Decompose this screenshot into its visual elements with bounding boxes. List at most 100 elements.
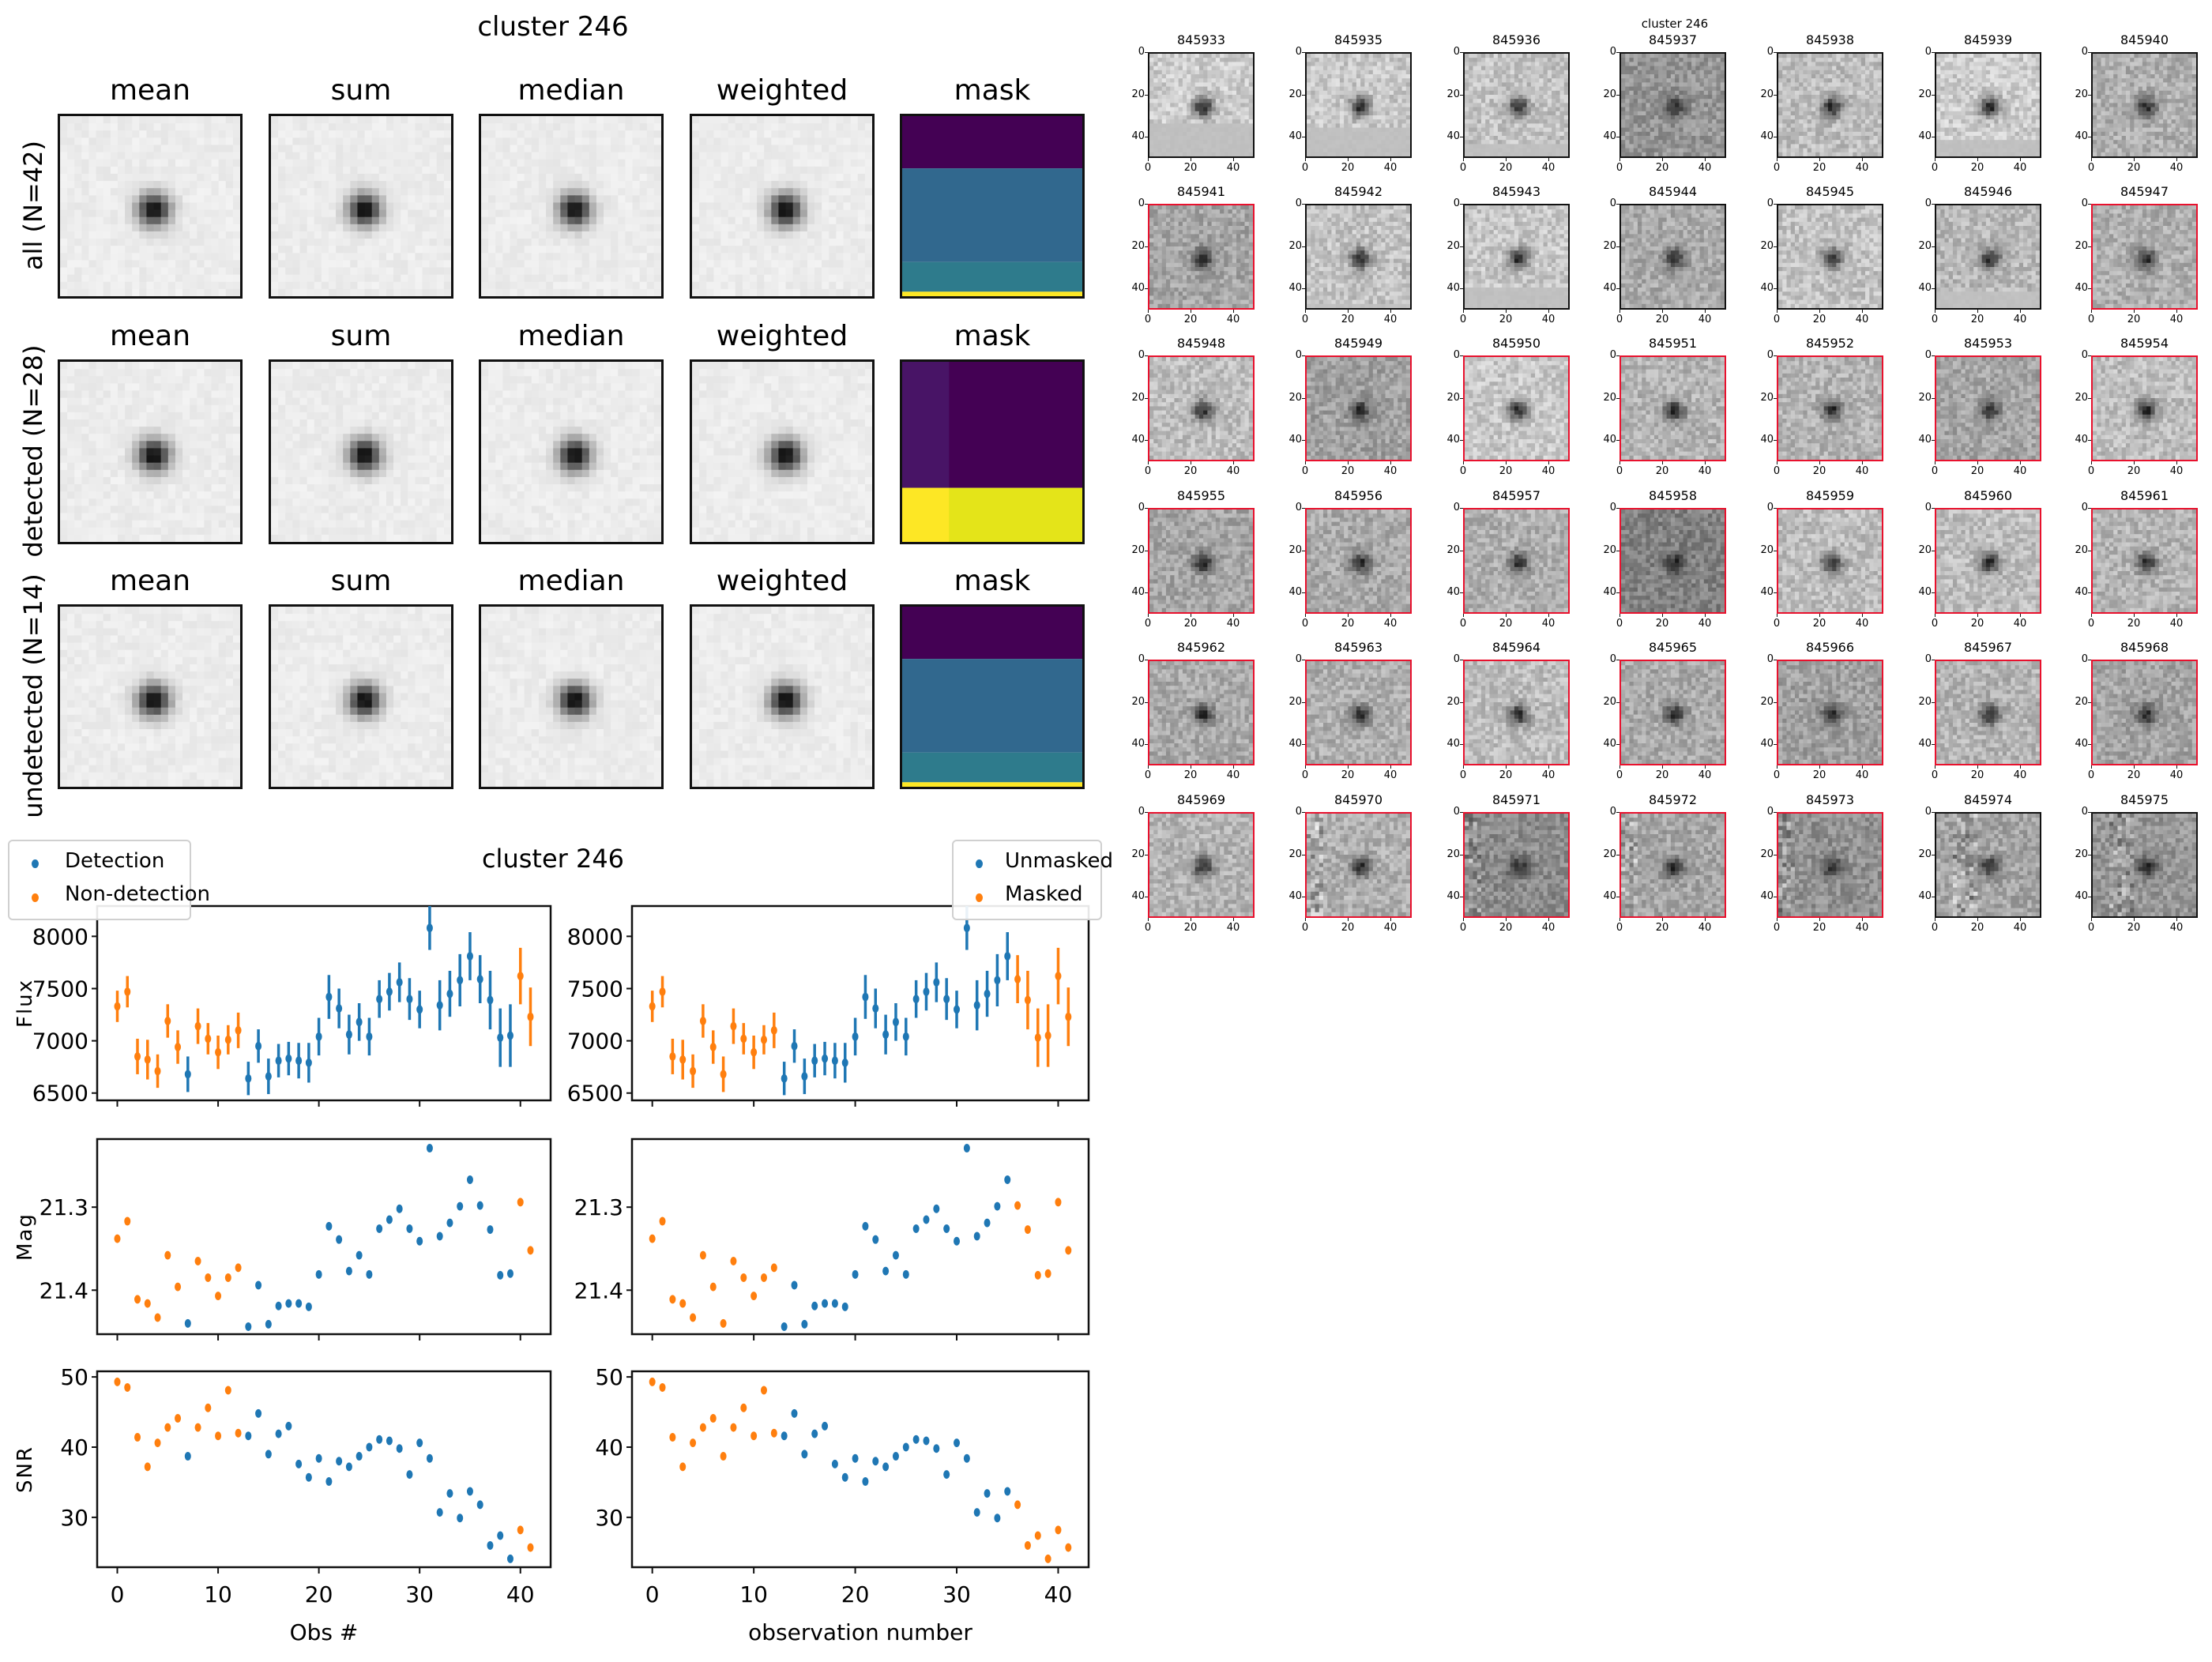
axes-frame: [96, 1370, 552, 1569]
pixel-image: [1778, 814, 1882, 916]
data-point: [1065, 1543, 1072, 1552]
stack-panel-mean: [58, 114, 243, 299]
stamp-ytick-mark: [1774, 440, 1777, 442]
stamp-title: 845950: [1463, 336, 1570, 351]
data-point: [305, 1058, 312, 1067]
stamp-xtick: 40: [1697, 769, 1713, 781]
data-point: [184, 1452, 191, 1461]
stamp-xtick-mark: [1148, 158, 1149, 161]
stamp-image-845937: [1620, 52, 1726, 158]
data-point: [124, 1216, 131, 1226]
stamp-xtick-mark: [2176, 310, 2177, 313]
stamp-xtick: 40: [2012, 922, 2028, 934]
stamp-xtick-mark: [1977, 158, 1978, 161]
data-point: [933, 1444, 940, 1453]
stamp-xtick: 40: [1697, 162, 1713, 174]
data-point: [791, 1408, 798, 1418]
pixel-image: [1465, 54, 1568, 156]
data-point: [1055, 972, 1062, 981]
stamp-xtick-mark: [1463, 461, 1464, 464]
stamp-ytick-mark: [1932, 397, 1935, 399]
stamp-image-845954: [2091, 355, 2198, 461]
stamp-ytick: 20: [1759, 392, 1774, 404]
data-point: [144, 1462, 151, 1472]
pixel-image: [1936, 205, 2040, 308]
stamp-ytick-mark: [1616, 592, 1620, 594]
stamp-xtick: 20: [2126, 922, 2142, 934]
stamp-ytick: 40: [1917, 282, 1932, 294]
xtick-label: 30: [942, 1581, 971, 1607]
stamp-ytick: 20: [1917, 392, 1932, 404]
data-point: [376, 1224, 383, 1234]
pixel-image: [2093, 357, 2196, 460]
stamp-image-845939: [1935, 52, 2041, 158]
stamp-xtick-mark: [1463, 310, 1464, 313]
stamp-xtick: 40: [1540, 162, 1556, 174]
stamp-ytick: 0: [1759, 806, 1774, 818]
stamp-ytick-mark: [1932, 355, 1935, 356]
data-point: [164, 1423, 171, 1432]
stamp-xtick-mark: [1977, 614, 1978, 617]
stamp-ytick-mark: [1932, 246, 1935, 247]
stamp-image-845974: [1935, 812, 2041, 918]
mask-region: [902, 782, 1082, 787]
stamp-ytick: 20: [1446, 696, 1460, 708]
data-point: [801, 1319, 808, 1329]
ytick-label: 50: [595, 1364, 623, 1390]
stamp-title: 845941: [1148, 184, 1255, 199]
stack-column-title-weighted: weighted: [690, 74, 875, 107]
stamp-ytick-mark: [1616, 94, 1620, 96]
stamp-xtick-mark: [1390, 310, 1391, 313]
stamp-ytick-mark: [2088, 52, 2091, 53]
stamp-ytick: 20: [1288, 392, 1302, 404]
stack-panel-mask: [900, 604, 1085, 789]
stamp-xtick: 20: [1340, 162, 1356, 174]
stamp-xtick-mark: [1819, 765, 1820, 769]
stamp-ytick: 40: [2074, 586, 2088, 598]
stamp-ytick: 20: [1602, 544, 1616, 556]
xtick-label: 0: [111, 1581, 125, 1607]
data-point: [114, 1377, 121, 1386]
stamp-image-845957: [1463, 508, 1570, 614]
mask-region: [902, 607, 1082, 660]
stamp-ytick: 40: [1602, 282, 1616, 294]
data-point: [154, 1438, 161, 1448]
stamp-ytick: 40: [1130, 586, 1145, 598]
stamp-ytick-mark: [1616, 288, 1620, 290]
stamp-xtick: 0: [2083, 465, 2099, 477]
data-point: [994, 1201, 1001, 1211]
stamp-ytick: 40: [1446, 130, 1460, 142]
stamp-xtick-mark: [1977, 918, 1978, 921]
stamp-ytick: 20: [1917, 848, 1932, 860]
stamp-xtick-mark: [1819, 461, 1820, 464]
data-point: [285, 1054, 292, 1063]
stack-panel-mask: [900, 114, 1085, 299]
data-point: [476, 1201, 483, 1210]
stamp-xtick: 20: [2126, 618, 2142, 630]
stamp-xtick: 0: [1455, 465, 1471, 477]
data-point: [205, 1034, 212, 1043]
stack-panel-weighted: [690, 604, 875, 789]
data-point: [336, 1004, 343, 1013]
stamp-xtick: 40: [1382, 465, 1398, 477]
data-point: [457, 1201, 464, 1211]
data-point: [690, 1438, 697, 1448]
pixel-image: [692, 116, 872, 296]
stamp-xtick-mark: [1390, 918, 1391, 921]
stamp-xtick-mark: [2020, 461, 2021, 464]
pixel-image: [1936, 814, 2040, 916]
stamp-xtick: 0: [1455, 769, 1471, 781]
stamp-ytick: 0: [1288, 502, 1302, 513]
stamp-image-845947: [2091, 204, 2198, 310]
stamp-ytick-mark: [1145, 94, 1148, 96]
stamp-ytick-mark: [1460, 52, 1463, 53]
stamp-xtick: 40: [1854, 922, 1870, 934]
data-point: [295, 1299, 303, 1308]
stamp-xtick: 20: [1969, 465, 1985, 477]
stamp-ytick: 20: [1917, 696, 1932, 708]
stamp-ytick-mark: [1932, 744, 1935, 746]
stamp-ytick: 40: [1288, 890, 1302, 902]
data-point: [436, 1001, 443, 1010]
stamp-ytick-mark: [1460, 94, 1463, 96]
pixel-image: [60, 116, 240, 296]
